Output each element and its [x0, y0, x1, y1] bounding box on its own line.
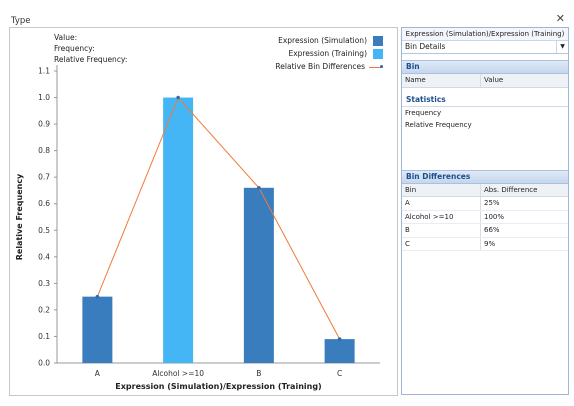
statistics-header: Statistics	[402, 94, 568, 107]
legend-training-label: Expression (Training)	[288, 49, 367, 58]
abs-difference-cell: 66%	[484, 226, 500, 234]
legend-simulation[interactable]: Expression (Simulation)	[275, 34, 383, 47]
column-header-abs-difference[interactable]: Abs. Difference	[484, 185, 538, 194]
column-header-value[interactable]: Value	[484, 76, 504, 84]
abs-difference-cell: 100%	[484, 212, 505, 221]
table-row[interactable]: B 66%	[402, 224, 568, 238]
bar	[163, 97, 194, 363]
differences-table-header: Bin Abs. Difference	[402, 183, 568, 197]
x-axis-title: Expression (Simulation)/Expression (Trai…	[115, 382, 321, 391]
stat-row-frequency[interactable]: Frequency	[405, 108, 442, 117]
abs-difference-cell: 9%	[484, 239, 496, 248]
x-tick-label: Alcohol >=10	[152, 369, 204, 378]
bin-info: Value: Frequency: Relative Frequency:	[54, 32, 127, 65]
y-tick-label: 0.6	[38, 199, 50, 208]
bar	[243, 187, 274, 363]
view-select-value: Bin Details	[405, 42, 446, 51]
abs-difference-cell: 25%	[484, 199, 500, 207]
y-tick-label: 0.8	[38, 146, 50, 155]
difference-point	[337, 337, 342, 341]
window-title: Type	[11, 16, 31, 26]
x-tick-label: A	[95, 369, 101, 378]
bin-details-panel: Expression (Simulation)/Expression (Trai…	[401, 27, 569, 395]
y-tick-label: 0.0	[38, 359, 50, 368]
x-tick-label: C	[337, 369, 342, 378]
table-row[interactable]: A 25%	[402, 197, 568, 211]
difference-point	[257, 186, 261, 190]
bin-table-header: Name Value	[402, 74, 568, 88]
y-axis-title: Relative Frequency	[15, 173, 24, 260]
bin-section-header[interactable]: Bin	[402, 60, 568, 74]
chevron-down-icon[interactable]: ▼	[556, 41, 568, 53]
chart-panel: Value: Frequency: Relative Frequency: Ex…	[9, 27, 398, 396]
y-tick-label: 0.7	[38, 173, 50, 182]
y-tick-label: 0.2	[38, 305, 50, 314]
bin-name-cell: A	[402, 197, 481, 210]
bin-differences-header[interactable]: Bin Differences	[402, 169, 568, 184]
y-tick-label: 1.1	[38, 67, 50, 76]
close-icon[interactable]: ✕	[555, 12, 565, 25]
y-tick-label: 0.5	[38, 226, 50, 235]
column-header-bin[interactable]: Bin	[402, 183, 481, 196]
column-header-name[interactable]: Name	[402, 74, 481, 87]
bin-name-cell: Alcohol >=10	[402, 210, 481, 223]
y-tick-label: 0.4	[38, 252, 50, 261]
legend-simulation-label: Expression (Simulation)	[278, 36, 367, 45]
difference-line	[96, 96, 341, 340]
legend-differences-label: Relative Bin Differences	[275, 62, 365, 71]
relative-frequency-label: Relative Frequency:	[54, 55, 128, 64]
y-tick-label: 0.1	[38, 332, 50, 341]
bin-name-cell: B	[402, 224, 481, 237]
y-tick-label: 0.3	[38, 279, 50, 288]
legend-training-swatch	[373, 48, 383, 59]
side-panel-title: Expression (Simulation)/Expression (Trai…	[402, 28, 568, 41]
legend-line-icon	[369, 64, 383, 70]
difference-point	[176, 95, 180, 100]
frequency-label: Frequency:	[54, 44, 95, 53]
table-row[interactable]: Alcohol >=10 100%	[402, 210, 568, 224]
bar	[82, 296, 113, 363]
value-label: Value:	[54, 33, 78, 42]
x-tick-label: B	[256, 369, 261, 378]
chart-legend: Expression (Simulation) Expression (Trai…	[275, 34, 383, 73]
difference-point	[95, 294, 100, 299]
bar-chart: 0.0 0.1 0.2 0.3 0.4 0.5 0.6 0.7 0.8 0.9 1.0 1.1 A Alc…	[15, 65, 380, 391]
y-tick-label: 1.0	[38, 93, 50, 102]
legend-differences[interactable]: Relative Bin Differences	[275, 60, 383, 73]
y-tick-label: 0.9	[38, 120, 50, 129]
table-row[interactable]: C 9%	[402, 237, 568, 251]
bar	[324, 339, 355, 363]
bin-name-cell: C	[402, 237, 481, 250]
view-select[interactable]: Bin Details ▼	[402, 41, 568, 54]
legend-training[interactable]: Expression (Training)	[275, 47, 383, 60]
stat-row-relative-frequency[interactable]: Relative Frequency	[405, 121, 472, 129]
legend-simulation-swatch	[373, 35, 383, 46]
